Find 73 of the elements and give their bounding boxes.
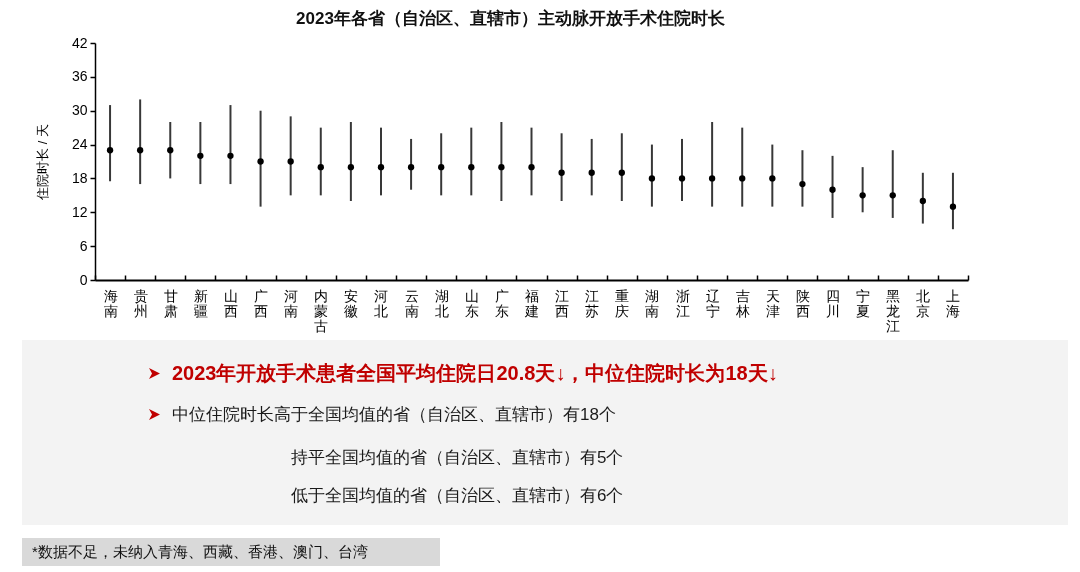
point: [889, 192, 896, 199]
point: [498, 163, 505, 171]
x-tick-label: 北京: [916, 287, 931, 319]
point: [197, 152, 204, 160]
text: 持平全国均值的省（自治区、直辖市）有5个: [291, 447, 624, 469]
chart-title: 2023年各省（自治区、直辖市）主动脉开放手术住院时长: [296, 9, 726, 28]
point: [708, 175, 716, 182]
x-tick-label: 山西: [223, 287, 238, 319]
x-tick-label: 广西: [254, 287, 269, 319]
point: [949, 203, 957, 210]
x-tick-label: 宁夏: [856, 287, 871, 319]
point: [799, 180, 806, 188]
point: [769, 175, 776, 182]
text: 中位住院时长高于全国均值的省（自治区、直辖市）有18个: [172, 404, 616, 426]
point: [588, 169, 595, 176]
y-tick-label: 36: [71, 68, 88, 85]
x-tick-label: 广东: [494, 287, 509, 319]
y-tick-label: 12: [71, 203, 88, 220]
x-tick-label: 海南: [103, 287, 118, 319]
point: [468, 163, 475, 171]
x-tick-label: 上海: [946, 287, 961, 319]
y-tick-label: 24: [71, 136, 88, 153]
point: [317, 163, 324, 171]
text: 2023年开放手术患者全国平均住院日20.8天↓，中位住院时长为18天↓: [172, 361, 778, 386]
x-tick-label: 吉林: [734, 287, 750, 319]
point: [136, 147, 144, 154]
y-tick-label: 18: [71, 169, 88, 186]
y-tick-label: 30: [71, 102, 88, 119]
x-tick-label: 陕西: [795, 287, 810, 319]
point: [919, 197, 927, 205]
point: [167, 147, 174, 154]
x-tick-label: 浙江: [675, 287, 690, 319]
text: *数据不足，未纳入青海、西藏、香港、澳门、台湾: [22, 538, 440, 566]
x-tick-label: 黑龙江: [886, 287, 901, 334]
point: [407, 163, 415, 171]
point: [558, 169, 565, 176]
x-tick-label: 山东: [464, 287, 479, 319]
point: [438, 163, 445, 171]
x-tick-label: 河北: [374, 287, 389, 319]
x-tick-label: 天津: [765, 287, 780, 319]
point: [528, 163, 535, 171]
x-tick-label: 河南: [284, 287, 299, 319]
point: [227, 152, 234, 160]
x-tick-label: 江西: [555, 287, 570, 319]
text: 低于全国均值的省（自治区、直辖市）有6个: [291, 485, 624, 507]
x-tick-label: 江苏: [585, 287, 600, 319]
point: [347, 163, 355, 171]
point: [829, 186, 836, 193]
y-tick-label: 42: [71, 34, 88, 51]
x-tick-label: 安徽: [344, 287, 359, 319]
point: [739, 175, 746, 182]
x-tick-label: 辽宁: [705, 287, 720, 319]
point: [648, 175, 656, 182]
point: [618, 169, 625, 176]
x-tick-label: 湖南: [645, 287, 660, 319]
x-tick-label: 湖北: [434, 287, 449, 319]
point: [287, 158, 294, 165]
x-tick-label: 云南: [404, 287, 419, 319]
x-tick-label: 内蒙古: [314, 287, 329, 334]
x-tick-label: 福建: [524, 287, 539, 319]
y-axis-title: 住院时长 / 天: [34, 124, 50, 201]
x-tick-label: 甘肃: [163, 287, 178, 319]
point: [377, 163, 385, 171]
x-tick-label: 贵州: [133, 287, 148, 319]
point: [257, 158, 264, 165]
x-tick-label: 重庆: [615, 287, 630, 319]
y-tick-label: 0: [79, 271, 88, 288]
point: [678, 175, 686, 182]
x-tick-label: 新疆: [193, 287, 208, 319]
point: [859, 192, 866, 199]
y-tick-label: 6: [79, 237, 88, 254]
point: [106, 147, 114, 154]
x-tick-label: 四川: [826, 287, 841, 319]
